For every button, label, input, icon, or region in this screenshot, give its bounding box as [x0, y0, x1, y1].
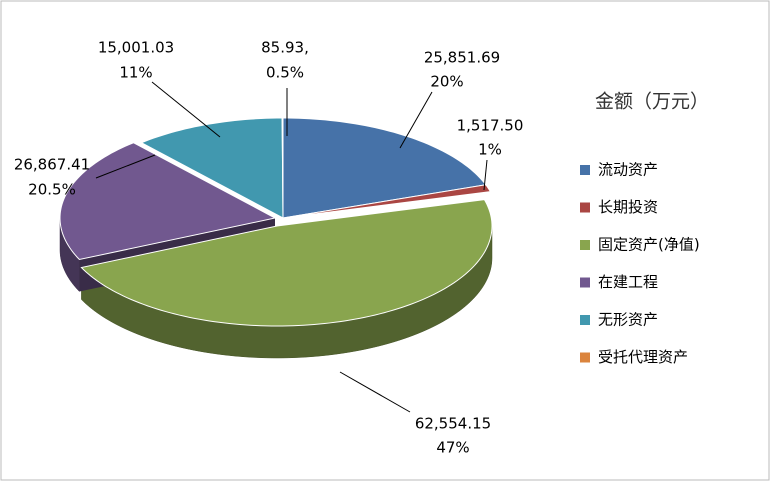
- percent-label: 0.5%: [266, 64, 304, 82]
- legend-label: 长期投资: [598, 198, 658, 216]
- percent-label: 47%: [436, 439, 469, 457]
- legend-swatch: [580, 352, 590, 363]
- legend-swatch: [580, 202, 590, 213]
- slice: [140, 117, 284, 219]
- leader-line: [151, 81, 221, 138]
- leader-line: [483, 159, 488, 191]
- percent-label: 20.5%: [28, 181, 76, 199]
- value-label: 85.93,: [261, 39, 309, 57]
- slice: [59, 142, 277, 261]
- legend-label: 在建工程: [598, 273, 658, 291]
- legend-swatch: [580, 277, 590, 288]
- value-label: 1,517.50: [457, 117, 524, 135]
- value-label: 62,554.15: [415, 415, 491, 433]
- legend-label: 受托代理资产: [598, 348, 688, 366]
- leader-line: [339, 371, 411, 413]
- legend-label: 无形资产: [598, 311, 658, 329]
- leader-line: [399, 91, 433, 149]
- slice: [282, 184, 492, 219]
- percent-label: 11%: [119, 64, 152, 82]
- legend-title: 金额（万元）: [595, 91, 709, 113]
- legend-label: 固定资产(净值): [598, 236, 700, 254]
- legend-swatch: [580, 240, 590, 250]
- leader-line: [95, 154, 156, 179]
- percent-label: 20%: [430, 73, 463, 91]
- legend-swatch: [580, 165, 590, 175]
- value-label: 26,867.41: [14, 156, 90, 174]
- legend-swatch: [580, 315, 590, 325]
- value-label: 25,851.69: [424, 49, 500, 67]
- slice: [80, 199, 493, 327]
- slice: [281, 117, 284, 219]
- legend-label: 流动资产: [598, 161, 658, 179]
- percent-label: 1%: [478, 141, 502, 159]
- value-label: 15,001.03: [98, 39, 174, 57]
